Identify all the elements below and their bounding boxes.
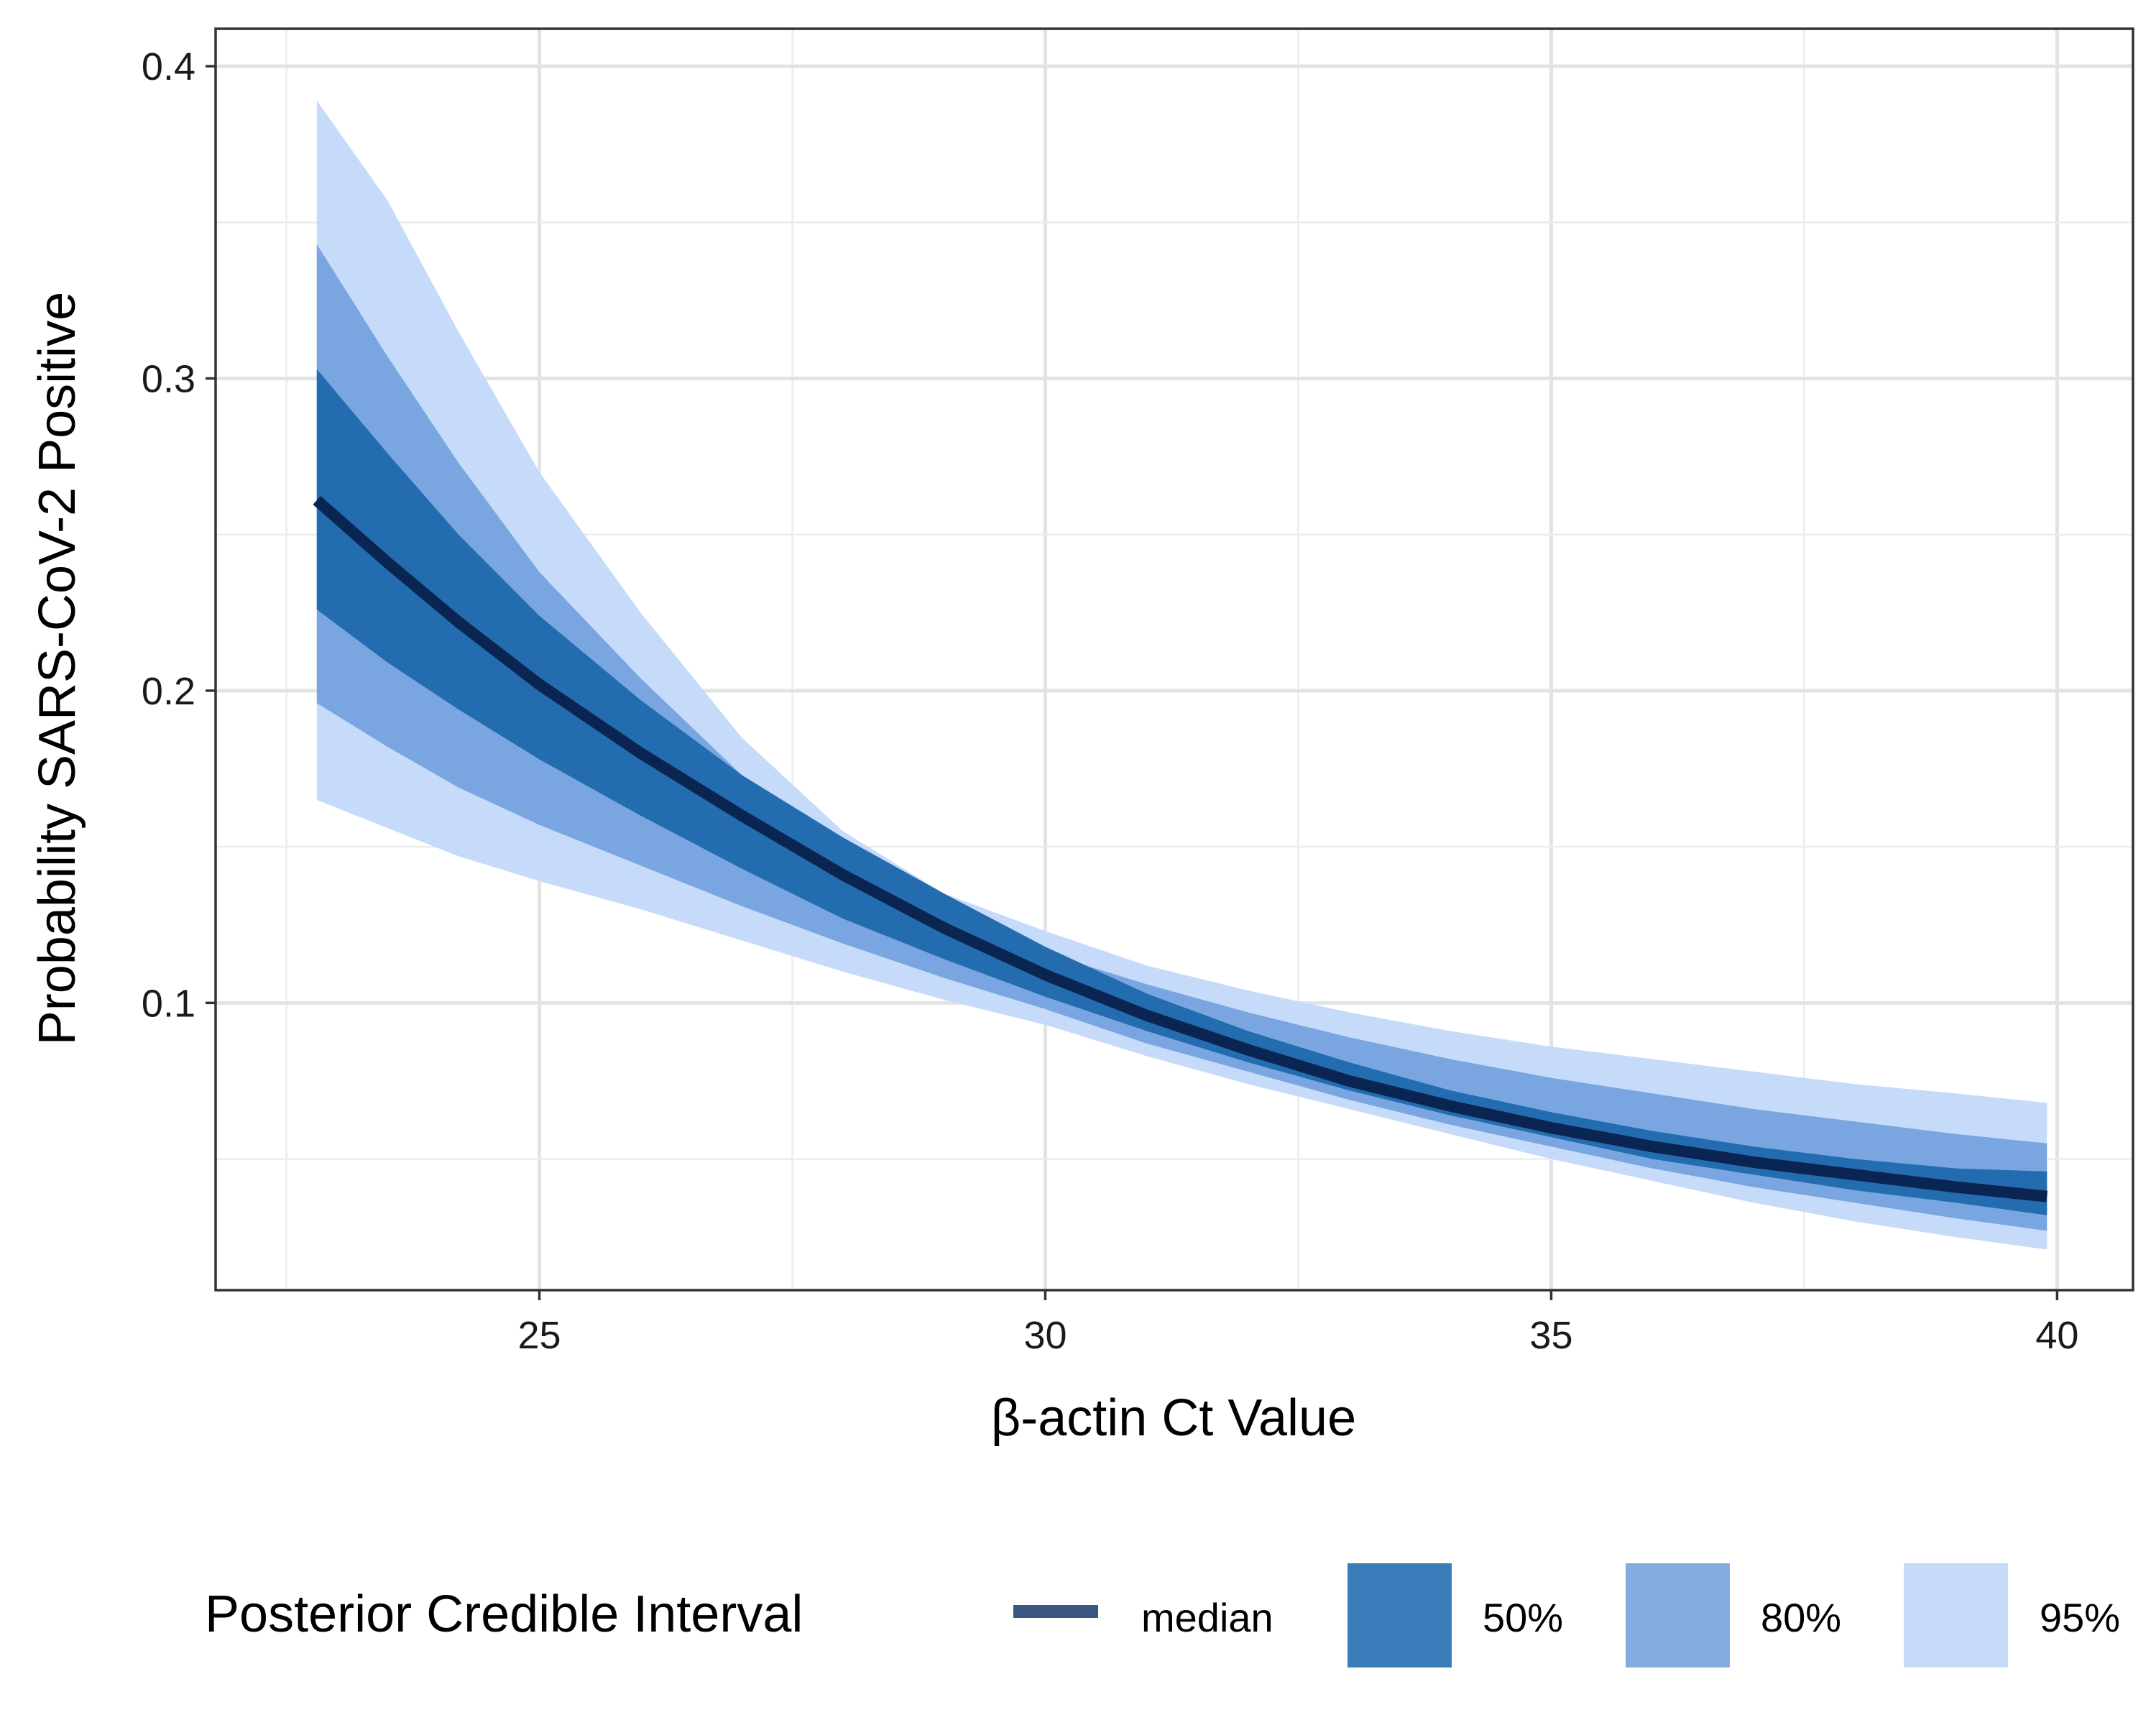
legend-key-95 [1904, 1563, 2008, 1668]
y-tick-label: 0.4 [142, 45, 195, 88]
legend-key-50 [1348, 1563, 1452, 1668]
median-curve [313, 495, 2048, 1202]
legend-key-median [1013, 1605, 1098, 1618]
credible-bands [316, 100, 2047, 1250]
legend-key-80 [1626, 1563, 1730, 1668]
y-tick-label: 0.1 [142, 982, 195, 1025]
median-line [313, 495, 2048, 1202]
band-50 [316, 369, 2047, 1215]
x-tick-label: 35 [1529, 1314, 1572, 1357]
legend: Posterior Credible Interval median 50% 8… [205, 1563, 2120, 1668]
y-tick-label: 0.2 [142, 670, 195, 713]
y-axis-title: Probability SARS-CoV-2 Positive [29, 292, 86, 1045]
legend-label-median: median [1141, 1595, 1273, 1640]
legend-label-50: 50% [1483, 1595, 1563, 1640]
legend-keys [1013, 1563, 2008, 1668]
axes: 25 30 35 40 0.1 0.2 0.3 0.4 [142, 45, 2079, 1357]
y-tick-label: 0.3 [142, 358, 195, 401]
legend-label-80: 80% [1761, 1595, 1841, 1640]
legend-label-95: 95% [2040, 1595, 2120, 1640]
plot-panel-border [214, 27, 2134, 1292]
x-axis-title: β-actin Ct Value [991, 1389, 1356, 1447]
x-tick-label: 25 [517, 1314, 561, 1357]
x-tick-label: 30 [1023, 1314, 1067, 1357]
x-tick-label: 40 [2035, 1314, 2078, 1357]
legend-title: Posterior Credible Interval [205, 1586, 803, 1643]
